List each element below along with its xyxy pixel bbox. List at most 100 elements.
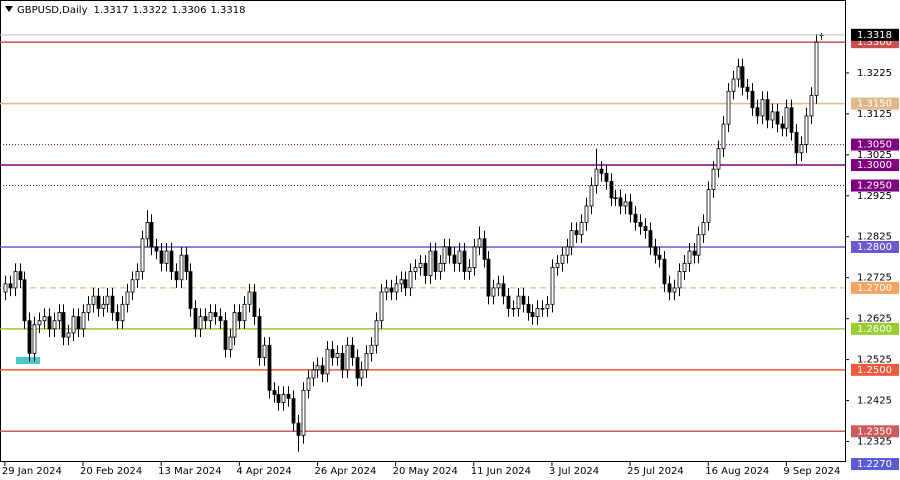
candle-body	[335, 353, 340, 358]
candle-body	[296, 422, 301, 436]
current-price-bg	[851, 28, 899, 41]
candle-body	[193, 308, 198, 330]
candle-body	[350, 344, 355, 358]
candle-body	[96, 295, 101, 309]
candle-body	[594, 168, 599, 186]
x-tick-label: 13 Mar 2024	[158, 466, 221, 477]
level-label-bg	[851, 240, 899, 253]
level-label: 1.2500	[857, 365, 892, 376]
candle-body	[565, 246, 570, 256]
candle-body	[135, 271, 140, 281]
candle-body	[653, 246, 658, 256]
candle-body	[477, 238, 482, 248]
candle-body	[159, 250, 164, 264]
candle-body	[340, 353, 345, 371]
candle-body	[101, 303, 106, 309]
x-tick-label: 4 Apr 2024	[236, 466, 291, 477]
candle-body	[145, 221, 150, 240]
candle-body	[550, 267, 555, 305]
candle-body	[252, 291, 257, 318]
candle-body	[609, 181, 614, 199]
x-tick-label: 11 Jun 2024	[471, 466, 531, 477]
candle-body	[164, 250, 169, 264]
candle-body	[775, 111, 780, 125]
x-tick-label: 26 Apr 2024	[314, 466, 376, 477]
candle-body	[496, 283, 501, 289]
candle-body	[482, 238, 487, 260]
candle-body	[86, 303, 91, 313]
level-label-bg	[851, 281, 899, 294]
marker	[16, 357, 40, 364]
candle-body	[457, 250, 462, 264]
candle-body	[506, 295, 511, 309]
candle-body	[359, 369, 364, 379]
candle-body	[110, 295, 115, 313]
candle-body	[579, 221, 584, 236]
header-close: 1.3318	[211, 5, 246, 16]
candle-body	[780, 123, 785, 129]
x-tick-label: 16 Aug 2024	[705, 466, 769, 477]
candle-body	[32, 324, 37, 354]
candle-body	[560, 254, 565, 264]
candle-body	[755, 107, 760, 117]
candle-body	[198, 316, 203, 330]
candle-body	[237, 312, 242, 322]
candle-body	[511, 308, 516, 310]
candle-body	[384, 287, 389, 293]
candle-body	[267, 344, 272, 391]
candle-body	[696, 234, 701, 256]
candle-body	[27, 320, 32, 354]
candle-body	[213, 312, 218, 318]
candle-body	[330, 348, 335, 358]
candle-body	[569, 230, 574, 248]
candle-body	[745, 86, 750, 92]
x-tick-label: 20 May 2024	[393, 466, 458, 477]
candle-body	[208, 312, 213, 322]
candle-body	[692, 250, 697, 256]
header-open: 1.3317	[94, 5, 129, 16]
level-label: 1.3150	[857, 99, 892, 110]
candle-body	[120, 303, 125, 322]
candle-body	[584, 205, 589, 223]
candle-body	[203, 316, 208, 322]
candle-body	[711, 168, 716, 191]
candle-body	[638, 221, 643, 227]
candle-body	[379, 291, 384, 322]
candle-body	[394, 283, 399, 293]
level-label-bg	[851, 322, 899, 335]
candle-body	[521, 295, 526, 305]
candle-body	[545, 303, 550, 309]
candle-body	[218, 316, 223, 322]
header-low: 1.3306	[172, 5, 207, 16]
level-label-bg	[851, 138, 899, 151]
level-label-bg	[851, 458, 899, 471]
candle-body	[232, 312, 237, 338]
candle-body	[179, 254, 184, 281]
candle-body	[3, 283, 8, 293]
level-label-bg	[851, 425, 899, 438]
candle-body	[42, 316, 47, 322]
candle-body	[174, 271, 179, 281]
candle-body	[462, 250, 467, 272]
candle-body	[262, 344, 267, 358]
candle-body	[115, 312, 120, 322]
level-label: 1.3050	[857, 140, 892, 151]
candle-body	[472, 246, 477, 268]
y-tick-label: 1.2425	[857, 396, 892, 407]
y-tick-label: 1.3125	[857, 109, 892, 120]
candle-body	[76, 316, 81, 330]
candle-body	[682, 262, 687, 272]
candle-body	[369, 344, 374, 354]
candle-body	[345, 344, 350, 371]
candle-body	[706, 189, 711, 223]
candle-body	[223, 320, 228, 350]
candle-body	[281, 394, 286, 404]
candle-body	[618, 197, 623, 207]
candle-body	[140, 238, 145, 272]
level-label: 1.2950	[857, 181, 892, 192]
candle-body	[242, 303, 247, 322]
candle-body	[408, 271, 413, 289]
candle-body	[687, 250, 692, 264]
